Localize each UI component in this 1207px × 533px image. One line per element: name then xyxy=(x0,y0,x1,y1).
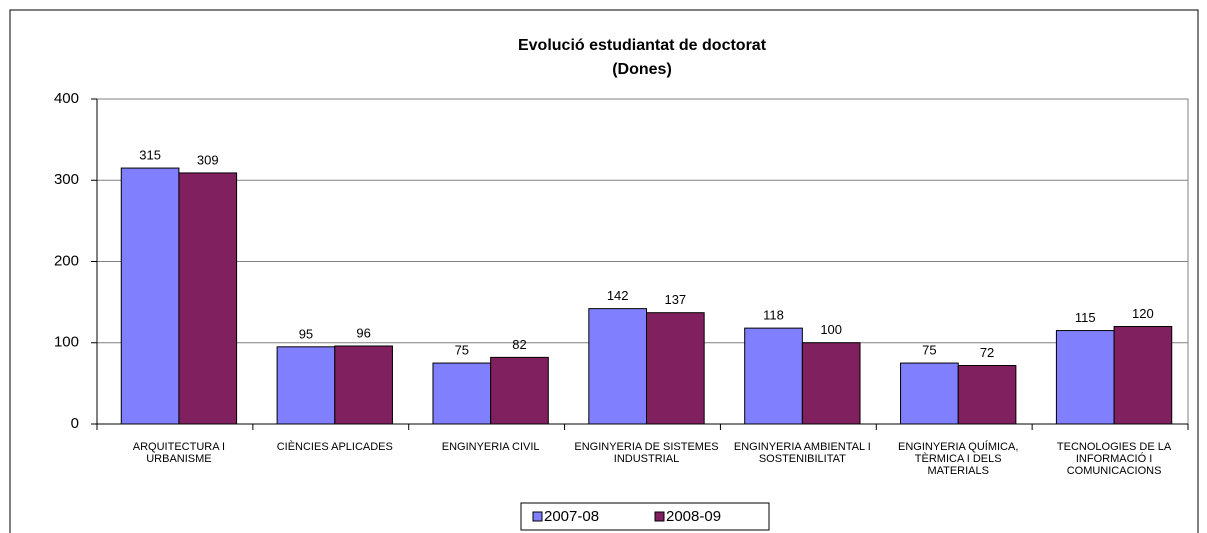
data-label: 118 xyxy=(763,308,784,323)
bar xyxy=(334,345,393,425)
data-label: 95 xyxy=(299,326,313,341)
data-label: 315 xyxy=(139,148,161,163)
data-label: 142 xyxy=(607,288,629,303)
chart-frame xyxy=(9,9,1199,533)
x-tick-label: ENGINYERIA CIVIL xyxy=(441,441,540,453)
bar xyxy=(957,365,1017,425)
bar xyxy=(276,346,336,425)
bar xyxy=(646,312,705,425)
bar xyxy=(120,167,180,425)
x-tick-label: CIÈNCIES APLICADES xyxy=(276,441,393,453)
data-label: 82 xyxy=(512,337,526,352)
data-label: 137 xyxy=(664,292,686,307)
x-tick-label: ENGINYERIA AMBIENTAL I SOSTENIBILITAT xyxy=(733,441,871,465)
data-label: 75 xyxy=(455,343,469,358)
chart-subtitle: (Dones) xyxy=(612,61,672,78)
bar xyxy=(178,172,238,425)
x-tick-label: ENGINYERIA DE SISTEMES INDUSTRIAL xyxy=(574,441,719,465)
data-label: 75 xyxy=(922,343,936,358)
bar xyxy=(900,362,959,425)
legend-swatch xyxy=(654,511,665,522)
legend-swatch xyxy=(532,511,543,522)
y-tick-label: 200 xyxy=(54,252,79,269)
x-tick-label: ARQUITECTURA I URBANISME xyxy=(132,441,226,465)
bar xyxy=(432,362,492,425)
data-label: 100 xyxy=(820,322,842,337)
y-tick-label: 0 xyxy=(71,415,79,432)
legend xyxy=(520,502,770,531)
x-tick-label: TECNOLOGIES DE LA INFORMACIÓ I COMUNICAC… xyxy=(1056,441,1172,477)
data-label: 96 xyxy=(356,325,370,340)
data-label: 120 xyxy=(1132,306,1154,321)
bar xyxy=(490,356,549,425)
data-label: 309 xyxy=(197,152,219,167)
chart-title: Evolució estudiantat de doctorat xyxy=(518,37,767,54)
y-tick-label: 100 xyxy=(54,334,79,351)
bar xyxy=(1055,330,1115,425)
bar xyxy=(801,342,861,425)
x-tick-label: ENGINYERIA QUÍMICA, TÈRMICA I DELS MATER… xyxy=(897,441,1019,477)
data-label: 72 xyxy=(980,345,994,360)
legend-label: 2008-09 xyxy=(666,508,721,525)
y-tick-label: 300 xyxy=(54,171,79,188)
bar xyxy=(588,308,648,425)
bar xyxy=(1113,326,1173,425)
legend-label: 2007-08 xyxy=(544,508,599,525)
bar xyxy=(744,327,803,425)
data-label: 115 xyxy=(1075,310,1096,325)
y-tick-label: 400 xyxy=(54,90,79,107)
